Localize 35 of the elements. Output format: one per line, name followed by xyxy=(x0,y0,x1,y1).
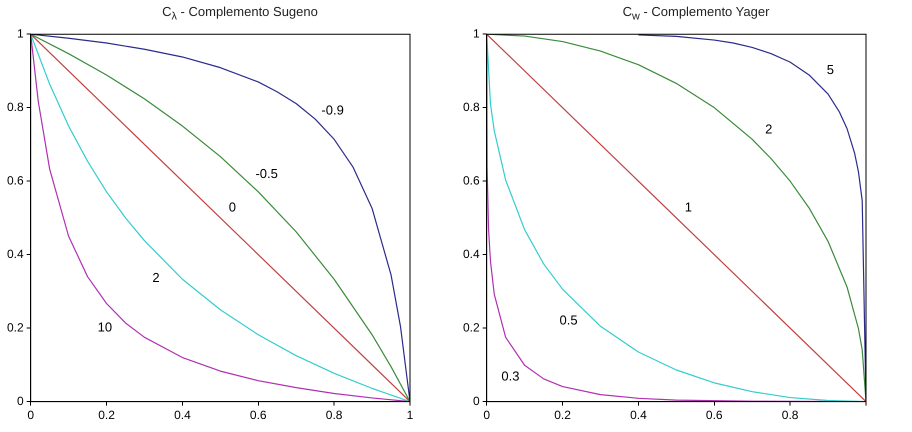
x-tick-label: 0.2 xyxy=(98,408,116,422)
series-label: 10 xyxy=(98,320,112,335)
x-tick-label: 0.4 xyxy=(174,408,192,422)
x-tick-label: 0.8 xyxy=(326,408,343,422)
x-tick-label: 0.4 xyxy=(630,408,648,422)
series-label: 0.5 xyxy=(560,312,578,328)
y-tick-label: 0.2 xyxy=(462,320,480,334)
y-tick-label: 0.6 xyxy=(6,173,24,188)
y-tick-label: 1 xyxy=(16,26,24,41)
y-tick-label: 1 xyxy=(472,26,480,41)
x-tick-label: 0.6 xyxy=(706,408,723,422)
series-label: 0 xyxy=(228,199,236,214)
series-label: 2 xyxy=(152,270,160,286)
y-tick-label: 0.4 xyxy=(462,246,480,261)
y-tick-label: 0 xyxy=(16,394,24,408)
y-tick-label: 0.2 xyxy=(6,320,24,334)
series-label: 1 xyxy=(684,199,692,214)
x-tick-label: 0.2 xyxy=(554,408,572,422)
chart-title: C$_{w}$ - Complemento Yager xyxy=(622,4,770,23)
series-label: 0.3 xyxy=(501,368,520,384)
x-tick-label: 0.6 xyxy=(250,408,267,422)
x-tick-label: 0 xyxy=(483,408,490,422)
y-tick-label: 0.8 xyxy=(6,100,24,114)
y-tick-label: 0.8 xyxy=(462,100,480,114)
x-tick-label: 0 xyxy=(27,408,34,422)
series-label: -0.9 xyxy=(321,102,344,118)
x-tick-label: 0.8 xyxy=(782,408,799,422)
series-label: 5 xyxy=(826,62,834,77)
chart-title: C$_{λ}$ - Complemento Sugeno xyxy=(161,4,319,23)
y-tick-label: 0.6 xyxy=(462,173,480,188)
series-label: -0.5 xyxy=(255,166,278,182)
x-tick-label: 1 xyxy=(406,408,414,422)
series-label: 2 xyxy=(765,122,772,136)
y-tick-label: 0 xyxy=(472,394,480,408)
y-tick-label: 0.4 xyxy=(6,246,24,261)
